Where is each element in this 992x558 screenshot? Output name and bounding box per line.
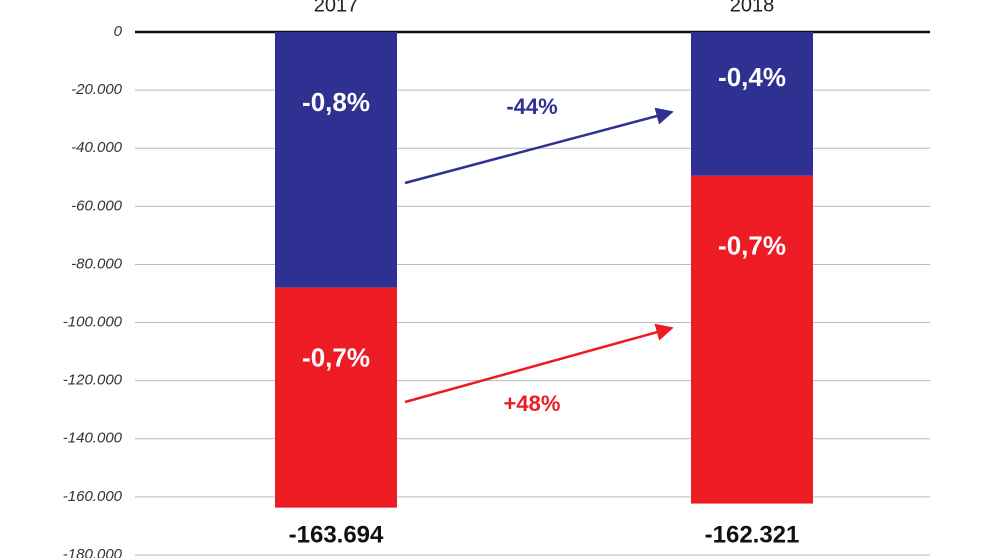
y-tick-label: -160.000 <box>63 488 123 505</box>
segment-label: -0,7% <box>718 231 786 261</box>
segment-label: -0,7% <box>302 343 370 373</box>
annotation: -44% <box>506 94 557 119</box>
bar-segment <box>691 175 813 504</box>
bar-segment <box>275 32 397 288</box>
y-tick-label: -180.000 <box>63 546 123 558</box>
y-tick-label: -20.000 <box>71 81 123 98</box>
arrow <box>404 107 674 185</box>
y-tick-label: -80.000 <box>71 255 123 272</box>
y-tick-label: -100.000 <box>63 314 123 331</box>
x-tick-label: 2018 <box>730 0 775 16</box>
annotation: +48% <box>504 391 561 416</box>
segment-label: -0,8% <box>302 87 370 117</box>
segment-label: -0,4% <box>718 62 786 92</box>
arrow <box>404 323 674 404</box>
y-tick-label: -40.000 <box>71 139 123 156</box>
total-label: -163.694 <box>289 521 384 548</box>
y-tick-label: -120.000 <box>63 372 123 389</box>
y-tick-label: -60.000 <box>71 197 123 214</box>
total-label: -162.321 <box>705 521 800 548</box>
x-tick-label: 2017 <box>314 0 359 16</box>
y-tick-label: -140.000 <box>63 430 123 447</box>
y-tick-label: 0 <box>114 23 123 40</box>
bar-segment <box>691 32 813 176</box>
bar-segment <box>275 287 397 508</box>
